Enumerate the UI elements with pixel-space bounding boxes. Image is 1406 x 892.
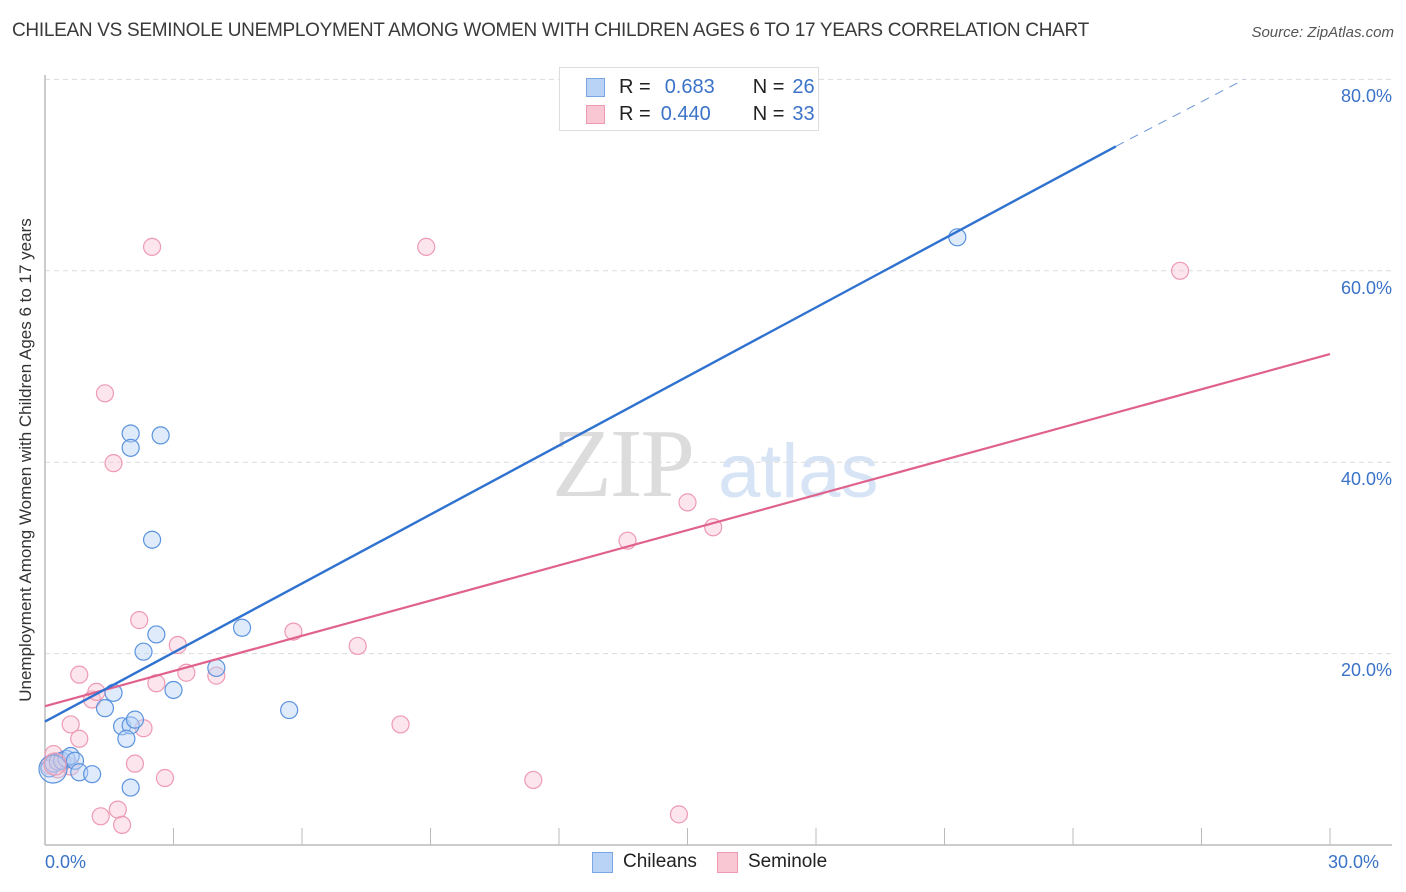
data-point[interactable] <box>142 237 162 256</box>
n-label: N = <box>752 102 785 125</box>
data-point[interactable] <box>348 636 367 656</box>
chart-title: CHILEAN VS SEMINOLE UNEMPLOYMENT AMONG W… <box>12 20 1089 41</box>
seminole-r-value: 0.440 <box>660 102 711 125</box>
chileans-points <box>38 228 967 797</box>
chileans-r-value: 0.683 <box>664 75 715 98</box>
data-point[interactable] <box>164 680 183 700</box>
data-point[interactable] <box>61 715 80 734</box>
data-point[interactable] <box>70 665 89 684</box>
n-label: N = <box>752 75 785 98</box>
seminole-points <box>40 237 1190 835</box>
data-point[interactable] <box>391 715 410 734</box>
y-tick-20: 20.0% <box>1340 660 1392 680</box>
data-point[interactable] <box>151 426 170 445</box>
y-axis-label: Unemployment Among Women with Children A… <box>16 218 35 702</box>
r-label: R = <box>619 75 651 98</box>
y-tick-80: 80.0% <box>1340 86 1392 106</box>
y-tick-40: 40.0% <box>1340 469 1392 489</box>
data-point[interactable] <box>207 666 226 685</box>
data-point[interactable] <box>117 729 136 748</box>
data-point[interactable] <box>524 770 543 790</box>
r-label: R = <box>619 102 651 125</box>
data-point[interactable] <box>121 424 140 443</box>
seminole-swatch <box>586 104 605 124</box>
watermark-zip: ZIP <box>552 410 695 518</box>
legend-item-seminole[interactable]: Seminole <box>716 851 828 873</box>
data-point[interactable] <box>121 778 140 797</box>
data-point[interactable] <box>65 751 85 770</box>
data-point[interactable] <box>95 699 115 718</box>
chileans-swatch <box>586 77 605 97</box>
data-point[interactable] <box>417 237 436 256</box>
data-point[interactable] <box>108 800 127 819</box>
data-point[interactable] <box>134 642 153 661</box>
legend-row-chileans: R = 0.683 N = 26 <box>586 75 815 99</box>
y-tick-60: 60.0% <box>1340 278 1392 298</box>
x-tick-0: 0.0% <box>45 852 87 872</box>
data-point[interactable] <box>669 805 689 824</box>
data-point[interactable] <box>125 754 145 773</box>
seminole-n-value: 33 <box>792 102 815 125</box>
data-point[interactable] <box>280 700 299 720</box>
data-point[interactable] <box>678 493 697 512</box>
data-point[interactable] <box>284 622 303 641</box>
trendlines <box>44 78 1331 723</box>
correlation-legend: R = 0.683 N = 26 R = 0.440 N = 33 <box>559 67 819 131</box>
legend-label-seminole: Seminole <box>747 851 828 872</box>
data-point[interactable] <box>121 438 140 457</box>
gridlines <box>45 78 1392 655</box>
legend-label-chileans: Chileans <box>623 851 697 872</box>
data-point[interactable] <box>70 729 89 748</box>
legend-row-seminole: R = 0.440 N = 33 <box>586 102 815 126</box>
data-point[interactable] <box>104 454 123 473</box>
data-point[interactable] <box>95 384 115 403</box>
data-point[interactable] <box>91 807 110 826</box>
data-point[interactable] <box>147 625 166 644</box>
data-point[interactable] <box>83 765 102 784</box>
chileans-swatch <box>592 851 613 873</box>
data-point[interactable] <box>130 611 149 630</box>
data-point[interactable] <box>155 768 175 788</box>
data-point[interactable] <box>232 618 252 637</box>
legend-item-chileans[interactable]: Chileans <box>592 851 697 873</box>
x-tick-30: 30.0% <box>1328 852 1380 872</box>
data-point[interactable] <box>1170 261 1190 280</box>
source-label: Source: ZipAtlas.com <box>1251 24 1394 41</box>
chileans-n-value: 26 <box>792 75 815 98</box>
data-point[interactable] <box>112 815 132 835</box>
axes <box>44 75 1392 846</box>
data-point[interactable] <box>125 710 145 729</box>
data-point[interactable] <box>142 530 162 549</box>
seminole-swatch <box>716 851 738 873</box>
series-legend: Chileans Seminole <box>592 851 847 873</box>
